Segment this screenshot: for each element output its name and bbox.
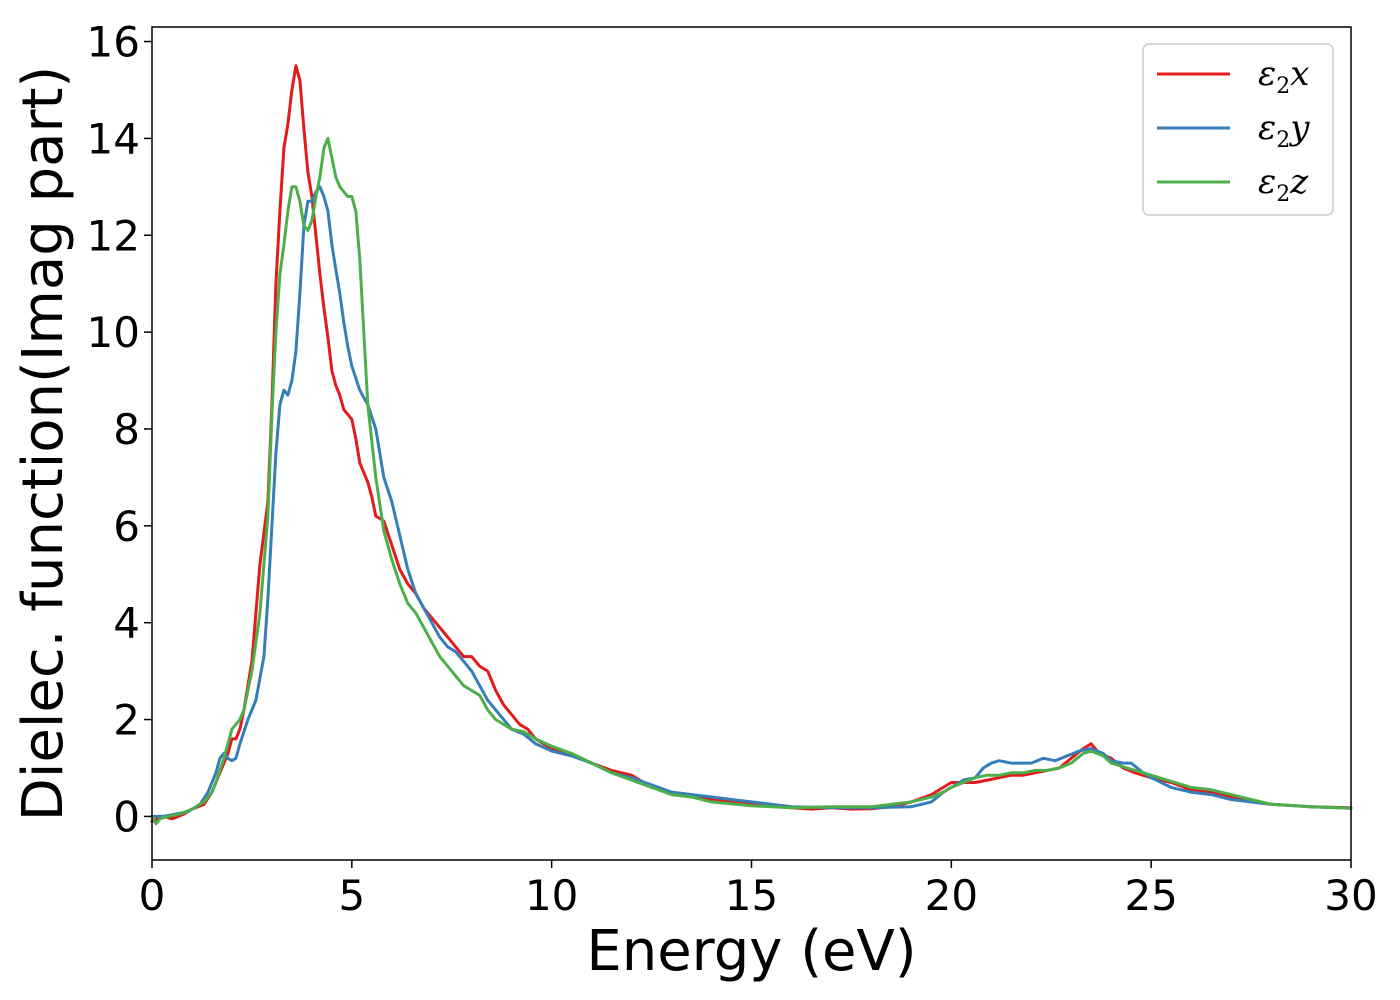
legend-label-x: ε2x <box>1258 54 1309 99</box>
legend: ε2x ε2y ε2z <box>1142 43 1334 216</box>
y-axis-ticks: 0 2 4 6 8 10 12 14 16 <box>87 18 152 841</box>
y-tick-label: 8 <box>113 405 140 454</box>
x-tick-label: 15 <box>725 871 778 920</box>
x-tick-label: 30 <box>1324 871 1377 920</box>
y-tick-label: 2 <box>113 696 140 745</box>
y-tick-label: 14 <box>87 114 140 163</box>
series-line-x <box>150 64 1353 823</box>
legend-label-z: ε2z <box>1258 162 1309 207</box>
y-tick-label: 12 <box>87 211 140 260</box>
x-tick-label: 25 <box>1124 871 1177 920</box>
y-tick-label: 0 <box>113 792 140 841</box>
x-axis-label: Energy (eV) <box>586 919 916 984</box>
y-tick-label: 10 <box>87 308 140 357</box>
x-tick-label: 5 <box>338 871 365 920</box>
series-line-y <box>150 185 1353 818</box>
series-line-z <box>150 136 1353 826</box>
x-tick-label: 0 <box>139 871 166 920</box>
series-layer <box>150 64 1353 826</box>
y-tick-label: 6 <box>113 502 140 551</box>
y-tick-label: 16 <box>87 18 140 67</box>
x-tick-label: 20 <box>925 871 978 920</box>
y-tick-label: 4 <box>113 599 140 648</box>
legend-label-y: ε2y <box>1258 108 1310 153</box>
x-tick-label: 10 <box>525 871 578 920</box>
y-axis-label: Dielec. function(Imag part) <box>11 66 76 822</box>
x-axis-ticks: 0 5 10 15 20 25 30 <box>139 860 1378 920</box>
legend-box <box>1142 43 1334 216</box>
